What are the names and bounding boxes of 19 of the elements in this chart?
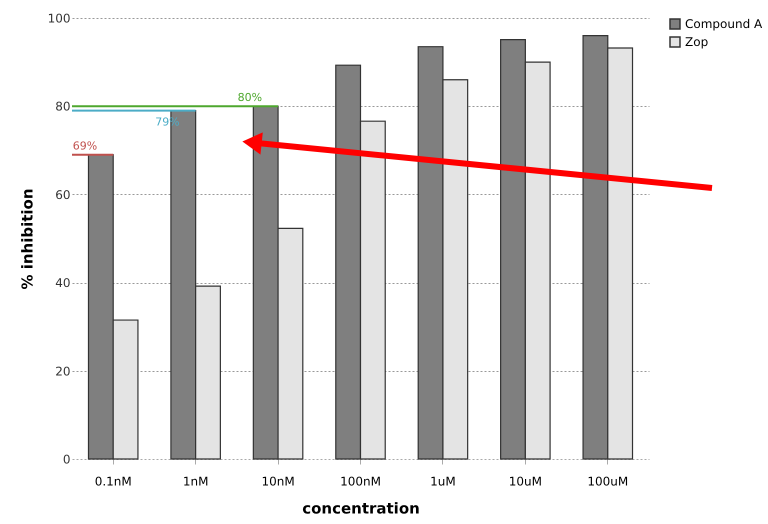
- y-tick-label: 100: [48, 12, 70, 26]
- y-tick-label: 0: [62, 452, 70, 466]
- x-tick-label: 1uM: [430, 474, 456, 488]
- x-tick-label: 1nM: [182, 474, 208, 488]
- ref-line-label: 80%: [238, 91, 262, 104]
- x-tick-label: 100uM: [587, 474, 628, 488]
- y-tick-label: 80: [55, 100, 70, 114]
- y-tick-label: 40: [55, 276, 70, 290]
- legend-label: Compound A: [685, 17, 764, 31]
- ref-line-label: 69%: [72, 140, 98, 153]
- y-tick-label: 60: [55, 188, 70, 202]
- x-tick-label: 100nM: [340, 474, 381, 488]
- legend-label: Zop: [685, 35, 708, 49]
- y-axis-title: % inhibition: [18, 188, 37, 290]
- x-tick-label: 10uM: [508, 474, 542, 488]
- y-tick-label: 20: [55, 364, 70, 378]
- x-tick-label: 0.1nM: [94, 474, 132, 488]
- x-axis-title: concentration: [302, 500, 420, 518]
- x-tick-label: 10nM: [261, 474, 295, 488]
